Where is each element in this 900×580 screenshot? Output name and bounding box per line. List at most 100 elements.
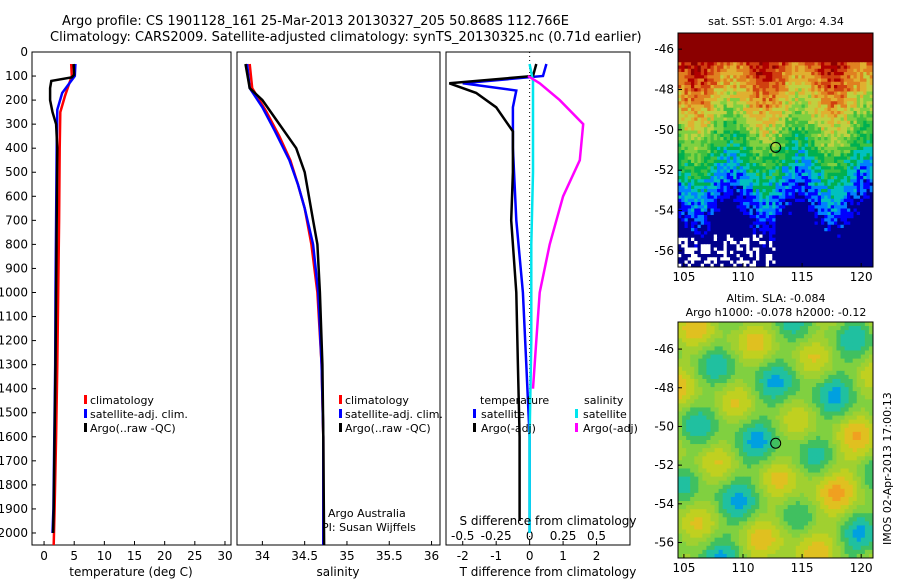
sst-cell	[752, 257, 757, 261]
sst-cell	[830, 75, 835, 79]
sst-cell	[785, 202, 789, 206]
sst-cell	[681, 72, 685, 76]
sst-cell	[723, 163, 728, 167]
sst-cell	[694, 205, 698, 209]
sst-cell	[840, 52, 845, 57]
y-tick-label: 900	[5, 261, 28, 275]
sst-cell	[788, 176, 793, 180]
sst-cell	[801, 241, 806, 245]
sst-cell	[746, 221, 750, 226]
sst-cell	[795, 237, 799, 242]
sst-cell	[752, 55, 757, 60]
sst-cell	[856, 68, 861, 73]
sst-cell	[785, 156, 789, 161]
sst-cell	[687, 189, 692, 193]
sst-cell	[840, 33, 845, 37]
sst-cell	[694, 114, 698, 118]
sla-cell	[678, 326, 683, 331]
sst-cell	[778, 42, 783, 47]
sst-cell	[687, 75, 692, 79]
sla-cell	[820, 338, 825, 343]
sst-cell	[821, 257, 825, 261]
sla-cell	[718, 358, 724, 364]
sla-cell	[824, 350, 829, 356]
sst-cell	[869, 244, 873, 248]
sst-cell	[681, 250, 685, 255]
sst-cell	[801, 195, 806, 200]
sst-cell	[723, 176, 728, 180]
sst-cell	[697, 81, 702, 86]
sst-cell	[811, 211, 815, 216]
sst-cell	[814, 176, 819, 180]
sst-cell	[749, 65, 754, 70]
sla-cell	[726, 322, 732, 327]
sst-cell	[853, 94, 858, 99]
sst-cell	[837, 98, 841, 102]
sst-cell	[769, 46, 773, 50]
sst-cell	[863, 124, 867, 128]
sst-cell	[697, 104, 702, 109]
sst-cell	[791, 185, 796, 190]
sst-cell	[847, 137, 851, 141]
sst-cell	[684, 85, 689, 89]
sst-cell	[863, 244, 867, 248]
sst-cell	[752, 153, 757, 157]
sla-cell	[844, 358, 850, 364]
sst-cell	[821, 72, 825, 76]
sst-cell	[726, 72, 731, 76]
sst-cell	[713, 146, 718, 151]
sst-cell	[817, 198, 822, 203]
sst-cell	[765, 120, 770, 125]
sst-cell	[830, 189, 835, 193]
sst-cell	[853, 124, 858, 128]
sla-cell	[755, 354, 760, 360]
sst-cell	[866, 182, 871, 187]
sst-cell	[713, 111, 718, 115]
sst-cell	[723, 104, 728, 109]
sst-cell	[713, 150, 718, 154]
sst-cell	[765, 140, 770, 144]
sst-cell	[762, 33, 767, 37]
sst-cell	[808, 156, 812, 161]
sst-cell	[710, 68, 715, 73]
sst-cell	[785, 169, 789, 174]
sst-cell	[827, 46, 832, 50]
sst-cell	[830, 215, 835, 219]
sst-cell	[853, 59, 858, 63]
sla-cell	[828, 342, 833, 347]
sst-cell	[762, 55, 767, 60]
sst-cell	[860, 189, 864, 193]
sst-cell	[749, 36, 754, 40]
x-tick-label: 0	[40, 549, 48, 563]
sla-cell	[836, 330, 841, 335]
sst-cell	[687, 101, 692, 105]
sst-cell	[778, 159, 783, 164]
sst-cell	[739, 107, 744, 112]
sst-cell	[821, 146, 825, 151]
sst-cell	[827, 49, 832, 53]
sst-cell	[694, 107, 698, 112]
sst-cell	[687, 260, 692, 265]
sst-cell	[856, 55, 861, 60]
sst-cell	[808, 39, 812, 44]
sst-ticks: 105 110 115 120-46-48-50-52-54-56	[654, 42, 872, 284]
sst-cell	[707, 169, 711, 174]
sst-cell	[853, 78, 858, 83]
sst-cell	[788, 179, 793, 183]
sst-cell	[759, 179, 763, 183]
sst-cell	[746, 198, 750, 203]
sla-cell	[718, 338, 724, 343]
sst-cell	[778, 72, 783, 76]
sst-cell	[720, 133, 724, 138]
sst-cell	[684, 179, 689, 183]
temperature-legend: climatology satellite-adj. clim. Argo(..…	[84, 394, 188, 435]
sst-cell	[804, 98, 809, 102]
sst-cell	[808, 114, 812, 118]
sst-cell	[684, 150, 689, 154]
sst-cell	[678, 159, 682, 164]
sla-cell	[824, 322, 829, 327]
sst-cell	[866, 198, 871, 203]
sst-cell	[762, 221, 767, 226]
sst-cell	[860, 211, 864, 216]
sst-cell	[782, 68, 786, 73]
